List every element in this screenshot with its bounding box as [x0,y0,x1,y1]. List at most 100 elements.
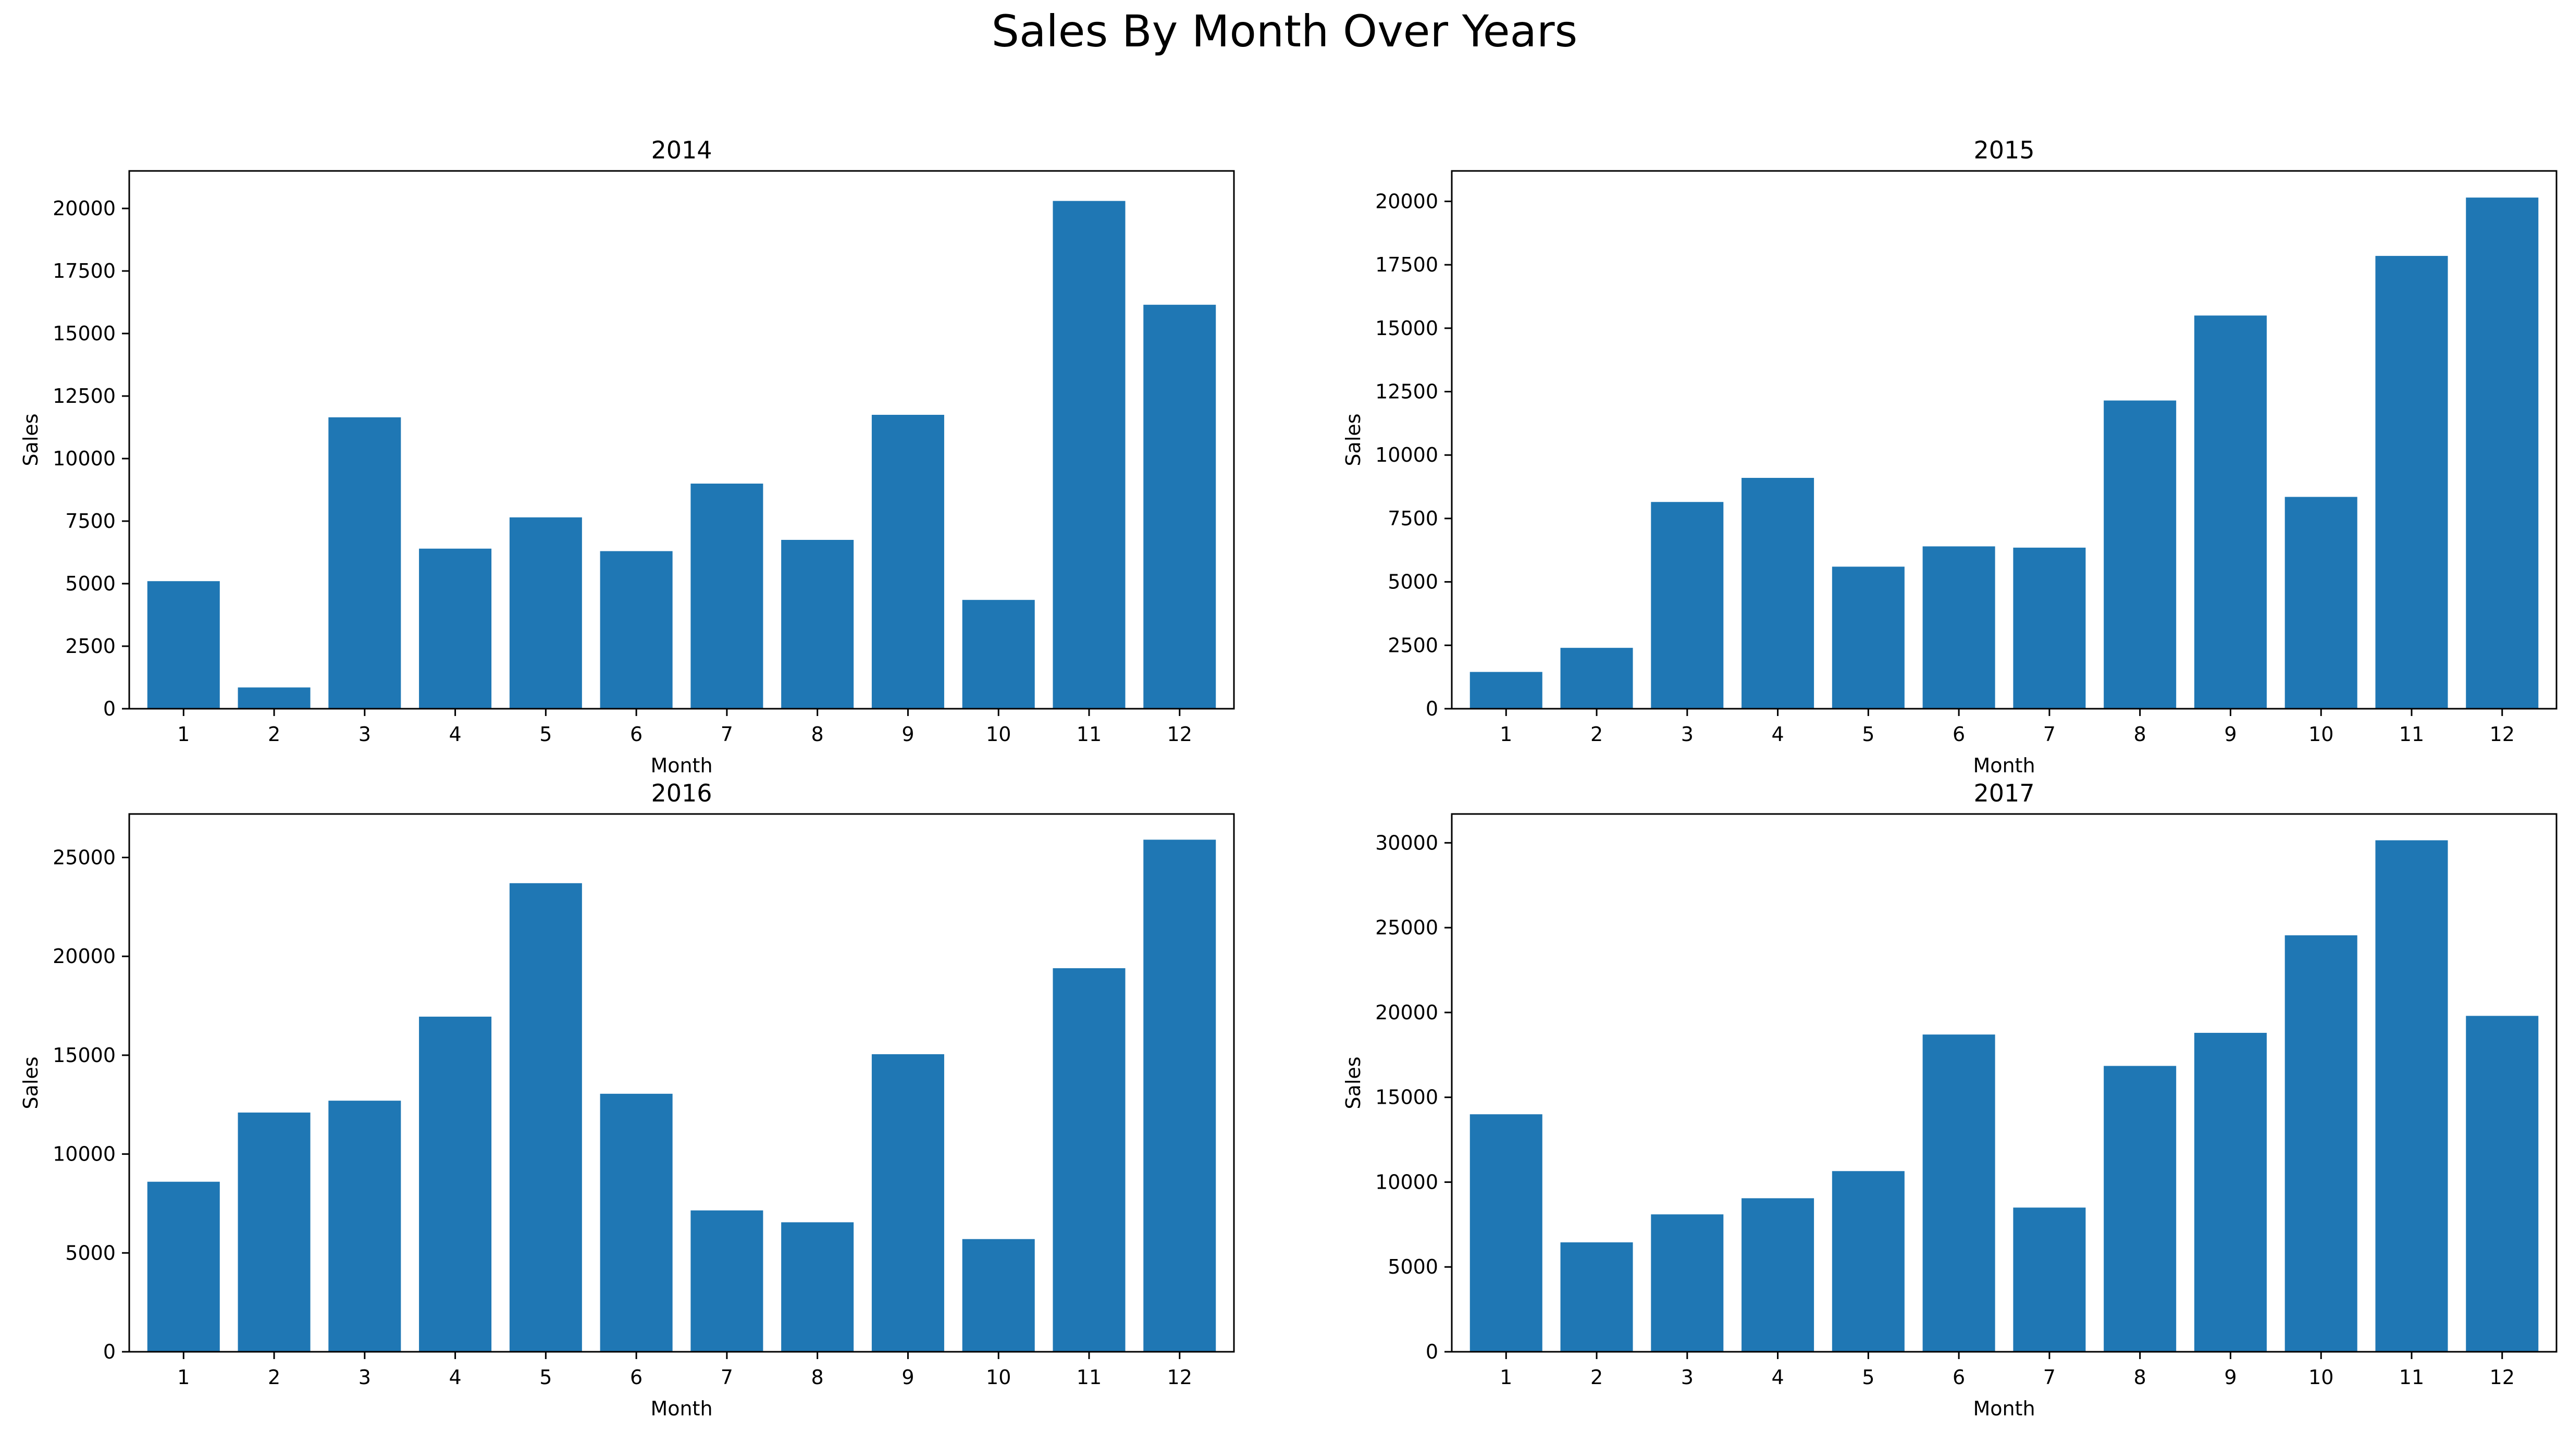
x-axis-label: Month [650,1397,712,1420]
x-axis-label: Month [1973,1397,2035,1420]
x-tick-label: 7 [721,1366,733,1389]
bar-month-3 [328,1101,401,1352]
x-tick-label: 10 [2308,1366,2333,1389]
chart-title: 2014 [651,136,712,164]
x-tick-label: 6 [1953,1366,1965,1389]
x-tick-label: 10 [986,1366,1011,1389]
y-tick-label: 17500 [53,260,116,282]
x-tick-label: 1 [1500,723,1512,746]
y-tick-label: 17500 [1375,253,1438,276]
axes-frame [1451,813,2558,1353]
bar-month-10 [2284,497,2357,709]
bar-month-8 [781,1222,854,1352]
y-tick-label: 15000 [1375,317,1438,340]
x-tick-label: 12 [2490,723,2515,746]
x-tick-label: 2 [268,723,280,746]
bar-month-1 [147,1181,220,1352]
y-tick-label: 12500 [1375,380,1438,403]
y-tick-label: 20000 [53,197,116,220]
bar-month-2 [1560,1242,1633,1352]
y-tick-label: 20000 [1375,1001,1438,1024]
x-tick-label: 1 [177,1366,190,1389]
bar-month-5 [509,517,582,709]
bar-month-1 [147,581,220,709]
y-tick-label: 10000 [1375,1170,1438,1193]
bar-month-12 [1143,840,1216,1352]
x-tick-label: 11 [1077,723,1102,746]
bar-month-5 [1832,566,1905,709]
chart-2015: 1 2 3 4 5 6 7 8 9 10 11 120250050007500100001250015… [1342,136,2558,777]
x-tick-label: 3 [359,1366,371,1389]
bar-month-7 [690,1210,763,1352]
x-tick-label: 1 [1500,1366,1512,1389]
x-tick-label: 3 [1681,1366,1694,1389]
x-tick-label: 11 [1077,1366,1102,1389]
x-tick-label: 7 [2043,1366,2056,1389]
chart-2016: 1 2 3 4 5 6 7 8 9 10 11 120500010000150002000025000… [19,779,1235,1420]
x-tick-label: 10 [986,723,1011,746]
y-tick-label: 30000 [1375,831,1438,854]
x-tick-label: 6 [630,723,643,746]
y-tick-label: 10000 [1375,443,1438,466]
chart-2014: 1 2 3 4 5 6 7 8 9 10 11 120250050007500100001250015… [19,136,1235,777]
bar-month-8 [2104,400,2177,709]
bar-month-7 [2013,547,2086,709]
x-tick-label: 9 [901,723,914,746]
bar-month-6 [600,1093,673,1352]
x-tick-label: 8 [811,1366,824,1389]
y-tick-label: 10000 [53,447,116,470]
x-tick-label: 11 [2399,1366,2424,1389]
bar-month-3 [1651,1214,1724,1352]
bar-month-2 [238,687,311,709]
bar-month-6 [1922,546,1995,709]
chart-2017: 1 2 3 4 5 6 7 8 9 10 11 120500010000150002000025000… [1342,779,2558,1420]
bar-month-4 [419,548,492,709]
bar-month-3 [328,417,401,709]
bar-month-12 [2466,1016,2539,1352]
y-tick-label: 20000 [53,945,116,968]
x-tick-label: 11 [2399,723,2424,746]
x-tick-label: 10 [2308,723,2333,746]
x-tick-label: 1 [177,723,190,746]
bar-month-7 [690,484,763,709]
y-tick-label: 2500 [65,635,116,658]
y-tick-label: 5000 [65,572,116,595]
x-tick-label: 12 [1167,1366,1192,1389]
y-axis-label: Sales [1342,1056,1365,1109]
chart-title: 2016 [651,779,712,807]
bar-month-11 [1053,968,1126,1352]
bar-month-9 [2194,315,2267,709]
bar-month-9 [871,415,944,709]
x-tick-label: 12 [1167,723,1192,746]
x-tick-label: 8 [811,723,824,746]
bar-month-11 [1053,201,1126,709]
bar-month-1 [1469,1114,1542,1352]
x-axis-label: Month [650,754,712,777]
bar-month-7 [2013,1207,2086,1352]
bar-month-1 [1469,672,1542,709]
x-tick-label: 9 [2224,723,2237,746]
axes-frame [128,813,1235,1353]
chart-title: 2015 [1973,136,2034,164]
bar-month-2 [1560,648,1633,709]
y-tick-label: 5000 [1388,1255,1438,1278]
y-tick-label: 15000 [53,322,116,345]
x-axis-label: Month [1973,754,2035,777]
figure-title: Sales By Month Over Years [991,6,1578,57]
x-tick-label: 2 [268,1366,280,1389]
y-tick-label: 2500 [1388,634,1438,657]
y-tick-label: 0 [103,1340,116,1363]
x-tick-label: 8 [2134,1366,2146,1389]
x-tick-label: 5 [1862,1366,1874,1389]
bar-month-8 [781,540,854,709]
x-tick-label: 4 [449,1366,461,1389]
x-tick-label: 2 [1590,723,1603,746]
y-axis-label: Sales [1342,413,1365,466]
x-tick-label: 4 [449,723,461,746]
y-tick-label: 0 [1426,697,1438,720]
x-tick-label: 4 [1771,723,1784,746]
axes-frame [1451,170,2558,710]
bar-month-12 [2466,198,2539,709]
x-tick-label: 3 [1681,723,1694,746]
